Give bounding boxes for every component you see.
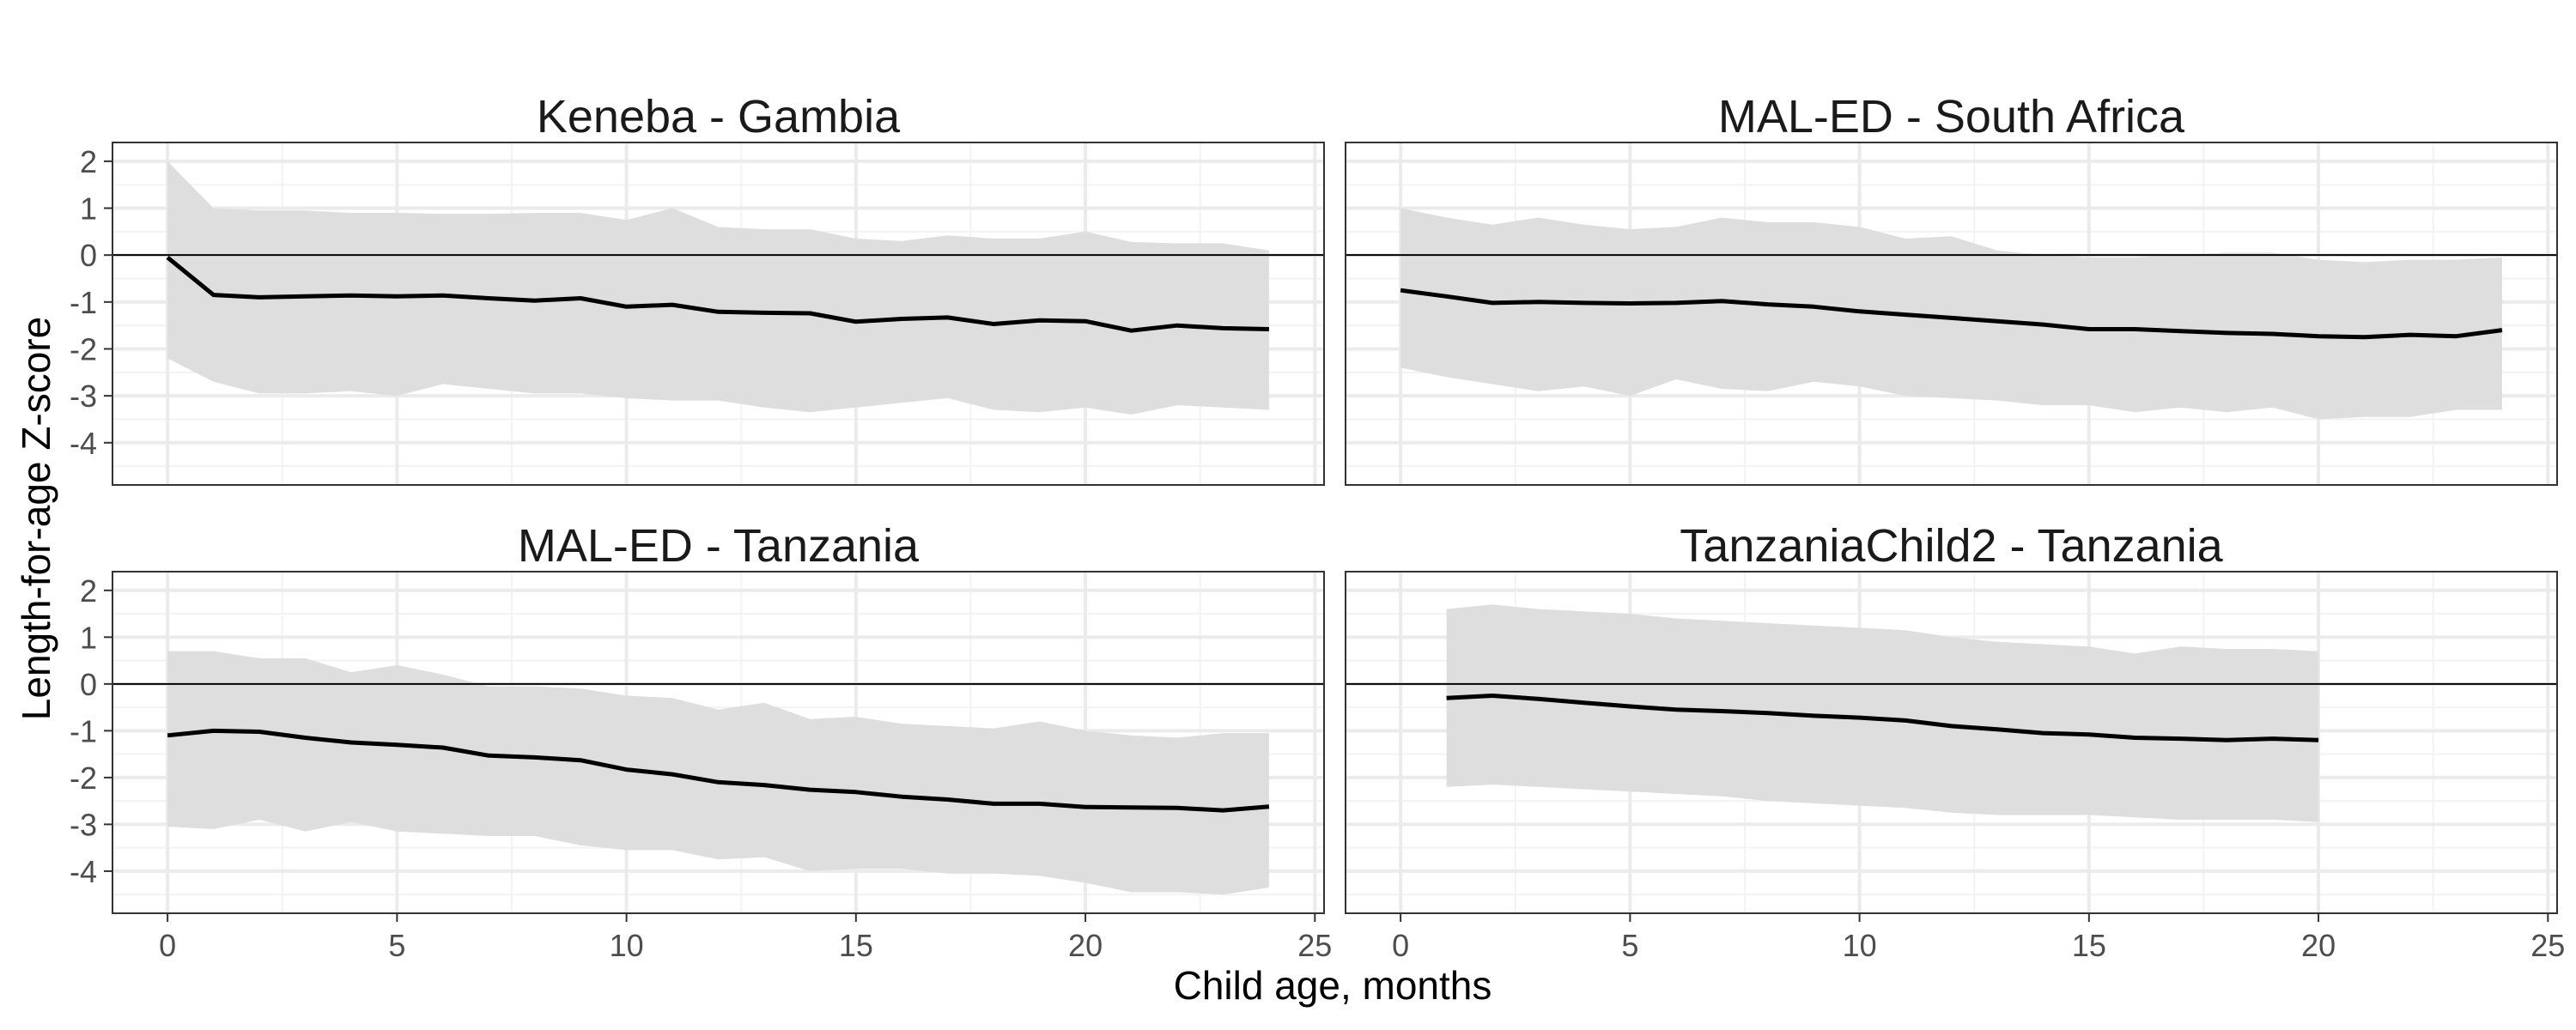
x-tick-label: 5 bbox=[388, 928, 405, 963]
panel-border bbox=[1345, 142, 2558, 486]
x-tick-label: 25 bbox=[2530, 928, 2565, 963]
mean-line bbox=[1400, 288, 2503, 340]
panel-title: Keneba - Gambia bbox=[537, 91, 901, 142]
range-band bbox=[167, 161, 1269, 415]
x-tick-label: 0 bbox=[1392, 928, 1409, 963]
range-band bbox=[167, 651, 1269, 895]
panel-4: TanzaniaChild2 - Tanzania 0 5 10 15 20 25 bbox=[1345, 520, 2565, 963]
panel-border bbox=[1345, 571, 2558, 914]
y-tick-label: 2 bbox=[80, 144, 97, 179]
x-tick-label: 0 bbox=[159, 928, 176, 963]
y-tick-label: -3 bbox=[70, 379, 97, 414]
y-tick-label: 0 bbox=[80, 238, 97, 273]
mean-line bbox=[166, 255, 1269, 333]
x-tick-label: 15 bbox=[839, 928, 873, 963]
y-tick-label: -2 bbox=[70, 331, 97, 367]
panel-title: TanzaniaChild2 - Tanzania bbox=[1680, 520, 2223, 572]
y-tick-label: 1 bbox=[80, 620, 97, 655]
panel-title: MAL-ED - South Africa bbox=[1718, 91, 2185, 142]
y-tick-label: 1 bbox=[80, 191, 97, 227]
x-tick-label: 20 bbox=[1068, 928, 1103, 963]
x-tick-label: 10 bbox=[610, 928, 644, 963]
panel-2: MAL-ED - South Africa bbox=[1345, 91, 2558, 486]
x-tick-label: 15 bbox=[2072, 928, 2106, 963]
y-tick-label: -4 bbox=[70, 426, 97, 461]
panel-title: MAL-ED - Tanzania bbox=[518, 520, 920, 572]
y-tick-label: -4 bbox=[70, 854, 97, 889]
panel-border bbox=[112, 571, 1325, 914]
x-tick-label: 5 bbox=[1621, 928, 1638, 963]
mean-line bbox=[1446, 694, 2319, 742]
y-tick-label: -2 bbox=[70, 760, 97, 796]
y-tick-label: -3 bbox=[70, 807, 97, 842]
y-tick-label: -1 bbox=[70, 713, 97, 748]
panel-1: Keneba - Gambia 2 1 0 -1 -2 -3 -4 bbox=[70, 91, 1325, 486]
y-tick-label: 2 bbox=[80, 573, 97, 609]
y-tick-label: 0 bbox=[80, 667, 97, 702]
x-tick-label: 20 bbox=[2301, 928, 2336, 963]
x-tick-label: 10 bbox=[1843, 928, 1877, 963]
range-band bbox=[1446, 604, 2319, 822]
x-axis-title: Child age, months bbox=[1174, 963, 1492, 1008]
mean-line bbox=[167, 728, 1270, 813]
y-tick-label: -1 bbox=[70, 285, 97, 320]
x-tick-label: 25 bbox=[1297, 928, 1332, 963]
y-axis-title: Length-for-age Z-score bbox=[14, 317, 58, 720]
panel-border bbox=[112, 142, 1325, 486]
range-band bbox=[1400, 208, 2502, 420]
